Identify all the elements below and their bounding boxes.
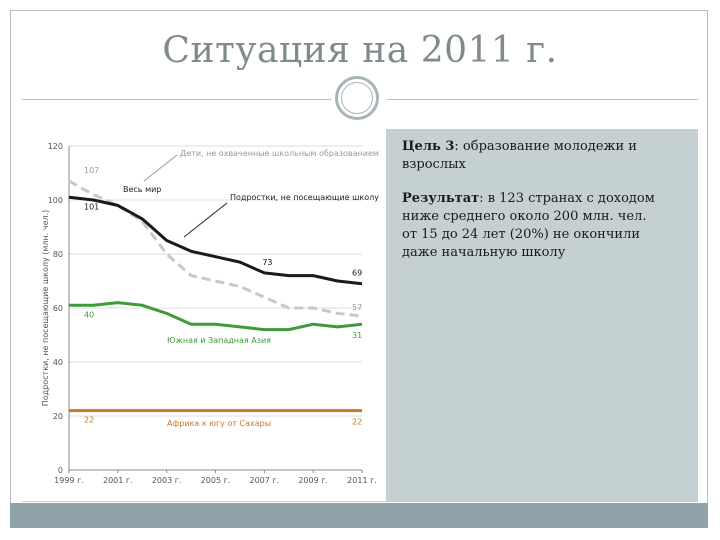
title-rule-left xyxy=(22,99,340,100)
result-paragraph: Результат: в 123 странах с доходом ниже … xyxy=(402,190,657,262)
series-start-label: 40 xyxy=(84,310,94,319)
title-rule-right xyxy=(380,99,698,100)
goal-label: Цель 3 xyxy=(402,139,455,154)
leader-line xyxy=(143,154,178,182)
series-line xyxy=(68,179,363,318)
chart-container: 0 20 40 60 80 100 120 1999 г. 2001 г. 2003 г. 2005… xyxy=(22,129,386,501)
goal-paragraph: Цель 3: образование молодежи и взрослых xyxy=(402,138,657,174)
y-tick-label: 40 xyxy=(53,358,63,367)
y-tick-label: 20 xyxy=(53,412,63,421)
leader-line xyxy=(183,202,228,238)
y-tick-label: 80 xyxy=(53,250,63,259)
series-mid-label: 73 xyxy=(262,258,272,267)
y-tick-label: 0 xyxy=(58,466,63,475)
series-end-label: 57 xyxy=(352,303,362,312)
series-name-label: Весь мир xyxy=(123,185,161,194)
result-label: Результат xyxy=(402,191,480,206)
x-tick-label: 2003 г. xyxy=(152,476,182,485)
x-tick-label: 2011 г. xyxy=(347,476,377,485)
x-tick-label: 2009 г. xyxy=(298,476,328,485)
goal-text: : образование молодежи и взрослых xyxy=(402,139,637,172)
x-tick-label: 2001 г. xyxy=(103,476,133,485)
series-end-label: 22 xyxy=(352,418,362,427)
annotation-label: Подростки, не посещающие школу xyxy=(230,193,379,202)
y-axis-label: Подростки, не посещающие школу (млн. чел… xyxy=(41,210,50,407)
series-end-label: 69 xyxy=(352,269,362,278)
x-tick-label: 2007 г. xyxy=(250,476,280,485)
x-tick-label: 1999 г. xyxy=(54,476,84,485)
circle-ornament-inner xyxy=(341,82,373,114)
y-tick-label: 100 xyxy=(48,196,63,205)
series-line xyxy=(68,195,363,286)
y-tick-label: 120 xyxy=(48,142,63,151)
series-name-label: Дети, не охваченные школьным образование… xyxy=(180,149,379,158)
series-name-label: Африка к югу от Сахары xyxy=(167,419,271,428)
series-name-label: Южная и Западная Азия xyxy=(167,336,271,345)
result-text: : в 123 странах с доходом ниже среднего … xyxy=(402,191,655,260)
slide-title: Ситуация на 2011 г. xyxy=(162,30,558,71)
series-end-label: 31 xyxy=(352,331,362,340)
series-line xyxy=(69,301,363,332)
y-tick-label: 60 xyxy=(53,304,63,313)
text-panel: Цель 3: образование молодежи и взрослых … xyxy=(402,138,657,278)
x-tick-label: 2005 г. xyxy=(201,476,231,485)
series-start-label: 101 xyxy=(84,202,99,211)
bottom-bar xyxy=(10,503,708,528)
series-start-label: 107 xyxy=(84,166,99,175)
line-chart: 0 20 40 60 80 100 120 1999 г. 2001 г. 2003 г. 2005… xyxy=(41,142,379,485)
series-start-label: 22 xyxy=(84,416,94,425)
